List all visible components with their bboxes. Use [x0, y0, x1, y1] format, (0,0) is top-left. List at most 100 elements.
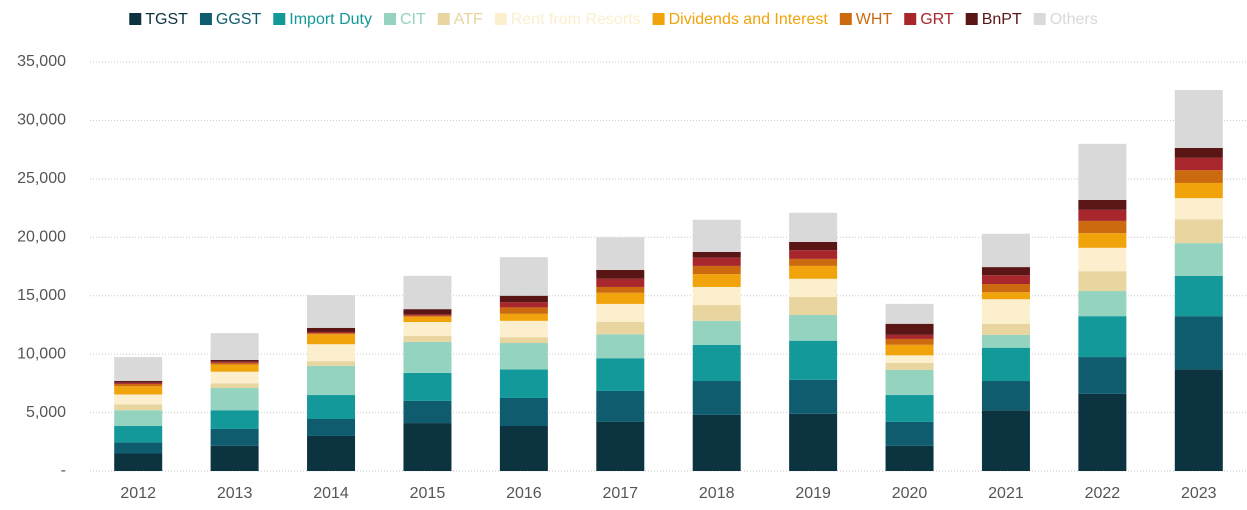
- bar-segment: [1174, 243, 1223, 276]
- bar-segment: [789, 278, 838, 297]
- bar-segment: [307, 344, 356, 362]
- bar-segment: [1078, 199, 1127, 210]
- legend-label: Rent from Resorts: [511, 11, 641, 28]
- bar-segment: [499, 307, 548, 314]
- bar-segment: [981, 275, 1030, 285]
- bar-segment: [981, 323, 1030, 335]
- bar-segment: [596, 286, 645, 293]
- bar-segment: [403, 400, 452, 424]
- legend-swatch: [494, 13, 507, 25]
- legend-swatch: [199, 13, 212, 25]
- legend-swatch: [652, 13, 665, 25]
- bar-segment: [1078, 220, 1127, 234]
- bar-segment: [114, 394, 163, 405]
- bar-segment: [692, 286, 741, 306]
- bar-segment: [789, 258, 838, 266]
- bar-segment: [1174, 147, 1223, 158]
- legend-label: TGST: [145, 11, 188, 28]
- legend: TGST GGST Import Duty CIT ATF Rent from Resor…: [129, 11, 1098, 28]
- x-tick-label: 2016: [506, 485, 542, 502]
- bar-segment: [307, 333, 356, 335]
- bar-segment: [789, 296, 838, 315]
- legend-swatch: [129, 13, 142, 25]
- bar-segment: [499, 302, 548, 308]
- bar-segment: [403, 372, 452, 401]
- bar-segment: [981, 381, 1030, 411]
- bar-segment: [403, 316, 452, 323]
- bar-segment: [1174, 219, 1223, 244]
- bar-segment: [210, 359, 259, 362]
- bar-segment: [307, 295, 356, 328]
- bar-segment: [499, 320, 548, 338]
- y-tick-label: 30,000: [17, 112, 66, 129]
- bar-segment: [210, 364, 259, 372]
- bar-segment: [210, 371, 259, 384]
- bar-segment: [307, 365, 356, 396]
- bar-segment: [403, 315, 452, 317]
- bar-segment: [596, 358, 645, 391]
- bar-segment: [789, 250, 838, 259]
- y-tick-label: 25,000: [17, 170, 66, 187]
- bar-segment: [981, 347, 1030, 382]
- bar-segment: [114, 381, 163, 383]
- bar-segment: [885, 421, 934, 446]
- legend-swatch: [273, 13, 286, 25]
- bar-segment: [885, 344, 934, 356]
- x-tick-label: 2015: [410, 485, 446, 502]
- bar-segment: [885, 355, 934, 363]
- legend-label: Import Duty: [289, 11, 372, 28]
- bar-segment: [1078, 143, 1127, 200]
- bar-segment: [307, 327, 356, 332]
- bar-segment: [403, 341, 452, 373]
- y-tick-label: 15,000: [17, 287, 66, 304]
- bar-segment: [789, 212, 838, 242]
- bar-segment: [499, 313, 548, 321]
- bar-segment: [1174, 182, 1223, 199]
- bar-segment: [885, 395, 934, 422]
- bar-segment: [403, 275, 452, 310]
- bar-segment: [981, 410, 1030, 471]
- bar-segment: [789, 314, 838, 341]
- bar-segment: [981, 284, 1030, 293]
- bar-segment: [403, 314, 452, 316]
- legend-label: WHT: [856, 11, 893, 28]
- bar-segment: [210, 388, 259, 411]
- legend-swatch: [383, 13, 396, 25]
- bar-segment: [210, 362, 259, 365]
- legend-swatch: [1033, 13, 1046, 25]
- y-tick-label: 10,000: [17, 345, 66, 362]
- bar-segment: [307, 395, 356, 419]
- x-tick-label: 2013: [217, 485, 253, 502]
- bar-segment: [885, 362, 934, 370]
- bar-segment: [692, 274, 741, 287]
- bar-segment: [692, 265, 741, 275]
- bar-segment: [1174, 90, 1223, 148]
- bar-segment: [114, 386, 163, 395]
- bar-segment: [114, 426, 163, 443]
- bar-segment: [499, 295, 548, 303]
- legend-swatch: [965, 13, 978, 25]
- bar-segment: [692, 219, 741, 252]
- bar-segment: [499, 369, 548, 398]
- bar-segment: [692, 381, 741, 415]
- bar-segment: [210, 333, 259, 360]
- bar-segment: [210, 428, 259, 446]
- bar-segment: [885, 445, 934, 471]
- bar-segment: [885, 334, 934, 339]
- bar-segment: [1174, 198, 1223, 220]
- bar-segment: [307, 331, 356, 334]
- legend-label: Dividends and Interest: [669, 11, 829, 28]
- bar-segment: [403, 309, 452, 315]
- bar-segment: [885, 369, 934, 396]
- bar-segment: [307, 334, 356, 345]
- bar-segment: [885, 323, 934, 335]
- bar-segment: [596, 421, 645, 471]
- bar-segment: [885, 338, 934, 345]
- bar-segment: [789, 241, 838, 251]
- bar-segment: [596, 334, 645, 359]
- bar-segment: [499, 343, 548, 370]
- bar-segment: [114, 404, 163, 411]
- legend-label: ATF: [454, 11, 483, 28]
- y-tick-label: 35,000: [17, 53, 66, 70]
